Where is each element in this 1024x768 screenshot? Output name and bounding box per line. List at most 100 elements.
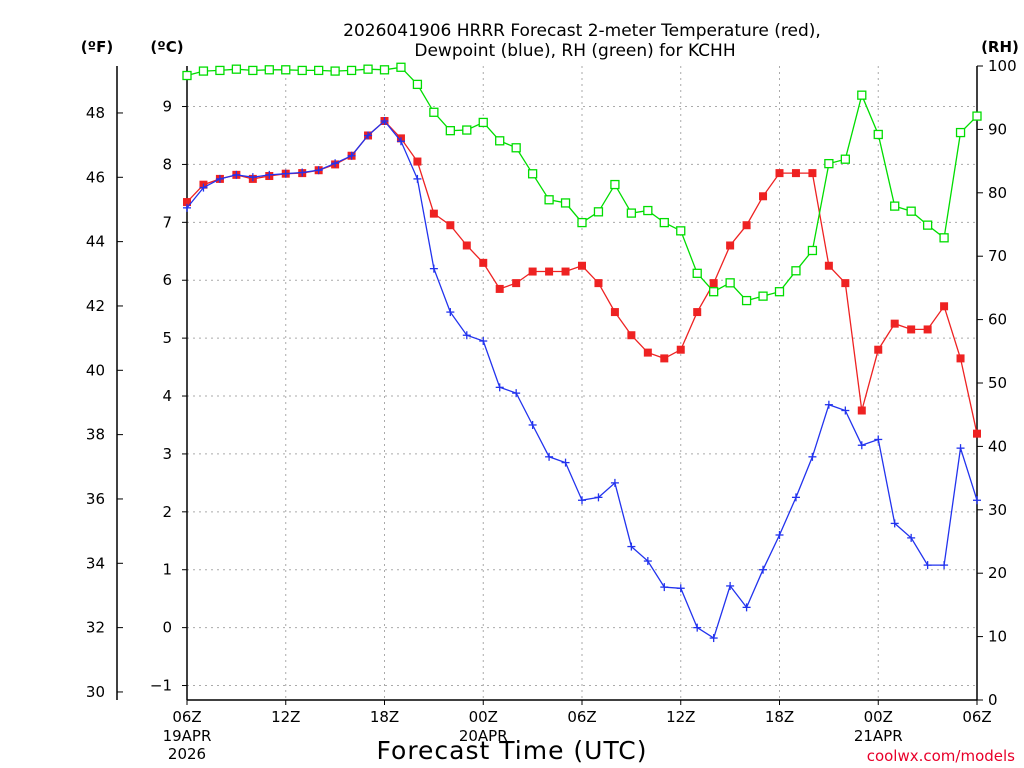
x-tick-label: 12Z	[666, 708, 695, 726]
dewpoint-point	[973, 496, 981, 505]
temperature-point	[791, 169, 800, 178]
celsius-axis-unit: (ºC)	[150, 38, 183, 56]
x-tick-label: 18Z	[765, 708, 794, 726]
celsius-tick-label: 0	[162, 619, 172, 637]
dewpoint-point	[183, 203, 191, 212]
temperature-point	[890, 319, 899, 328]
rh-point	[741, 295, 752, 306]
x-tick-label: 06Z	[962, 708, 991, 726]
rh-point	[610, 179, 620, 190]
date-label: 20APR	[459, 727, 508, 745]
rh-point	[231, 64, 242, 74]
temperature-point	[841, 279, 850, 288]
dewpoint-point	[643, 557, 652, 566]
data-series	[182, 62, 982, 643]
rh-tick-label: 70	[988, 247, 1007, 265]
dewpoint-point	[610, 478, 619, 487]
temperature-point	[413, 157, 422, 166]
temperature-point	[183, 198, 191, 207]
fahrenheit-tick-label: 32	[86, 619, 105, 637]
temperature-point	[824, 261, 833, 270]
rh-point	[626, 208, 637, 218]
dewpoint-point	[824, 400, 833, 409]
rh-point	[890, 201, 900, 211]
dewpoint-point	[413, 174, 422, 183]
rh-point	[560, 198, 571, 208]
dewpoint-point	[923, 561, 932, 570]
dewpoint-series	[183, 117, 981, 643]
temperature-point	[742, 221, 751, 230]
dewpoint-point	[561, 458, 570, 467]
dewpoint-point	[364, 131, 373, 140]
dewpoint-point	[907, 533, 916, 542]
x-tick-label: 00Z	[864, 708, 893, 726]
temperature-point	[808, 169, 817, 178]
chart-title-line1: 2026041906 HRRR Forecast 2-meter Tempera…	[343, 21, 821, 41]
dewpoint-point	[726, 581, 735, 590]
dewpoint-point	[495, 383, 504, 392]
temperature-point	[923, 325, 932, 334]
rh-point	[429, 107, 439, 117]
temperature-point	[956, 354, 965, 363]
rh-point	[955, 127, 966, 138]
rh-point	[445, 126, 455, 136]
dewpoint-point	[429, 264, 438, 273]
rh-tick-label: 90	[988, 120, 1007, 138]
celsius-tick-label: −1	[150, 677, 172, 695]
dewpoint-point	[627, 542, 636, 551]
rh-tick-label: 20	[988, 564, 1007, 582]
dewpoint-point	[462, 331, 471, 340]
temperature-point	[512, 279, 521, 288]
dewpoint-point	[248, 173, 257, 182]
temperature-point	[940, 302, 949, 311]
dewpoint-point	[676, 584, 685, 593]
temperature-point	[907, 325, 916, 334]
date-label: 2026	[168, 745, 206, 763]
rh-tick-label: 80	[988, 184, 1007, 202]
rh-point	[922, 220, 933, 230]
dewpoint-point	[808, 452, 817, 461]
celsius-tick-label: 1	[162, 561, 172, 579]
fahrenheit-tick-label: 44	[86, 233, 105, 251]
axes	[116, 65, 983, 705]
x-tick-label: 06Z	[567, 708, 596, 726]
temperature-point	[446, 221, 455, 230]
dewpoint-point	[314, 166, 323, 175]
temperature-point	[759, 192, 768, 201]
temperature-point	[660, 354, 669, 363]
rh-point	[412, 79, 423, 90]
rh-point	[709, 287, 719, 297]
dewpoint-point	[759, 565, 768, 574]
temperature-point	[874, 345, 883, 354]
dewpoint-point	[281, 169, 290, 178]
dewpoint-point	[215, 174, 224, 183]
rh-point	[593, 207, 604, 217]
rh-tick-label: 30	[988, 501, 1007, 519]
x-axis-label: Forecast Time (UTC)	[377, 736, 648, 765]
date-label: 19APR	[163, 727, 212, 745]
temperature-point	[709, 279, 718, 288]
rh-point	[857, 90, 867, 100]
rh-point	[215, 65, 225, 76]
fahrenheit-axis-unit: (ºF)	[81, 38, 113, 56]
dewpoint-point	[396, 137, 405, 146]
rh-point	[363, 64, 373, 74]
x-tick-label: 12Z	[271, 708, 300, 726]
temperature-point	[479, 258, 488, 267]
rh-tick-label: 60	[988, 311, 1007, 329]
rh-point	[676, 226, 686, 236]
temperature-point	[578, 261, 586, 270]
date-label: 21APR	[854, 727, 903, 745]
rh-point	[511, 143, 521, 153]
rh-point	[198, 66, 209, 76]
temperature-point	[775, 169, 784, 178]
dewpoint-point	[874, 435, 883, 444]
rh-point	[264, 65, 274, 75]
temperature-point	[857, 406, 866, 415]
rh-point	[248, 65, 258, 76]
celsius-tick-label: 9	[162, 98, 172, 116]
chart-title-line2: Dewpoint (blue), RH (green) for KCHH	[414, 41, 735, 61]
fahrenheit-tick-label: 48	[86, 104, 105, 122]
rh-tick-label: 40	[988, 437, 1007, 455]
